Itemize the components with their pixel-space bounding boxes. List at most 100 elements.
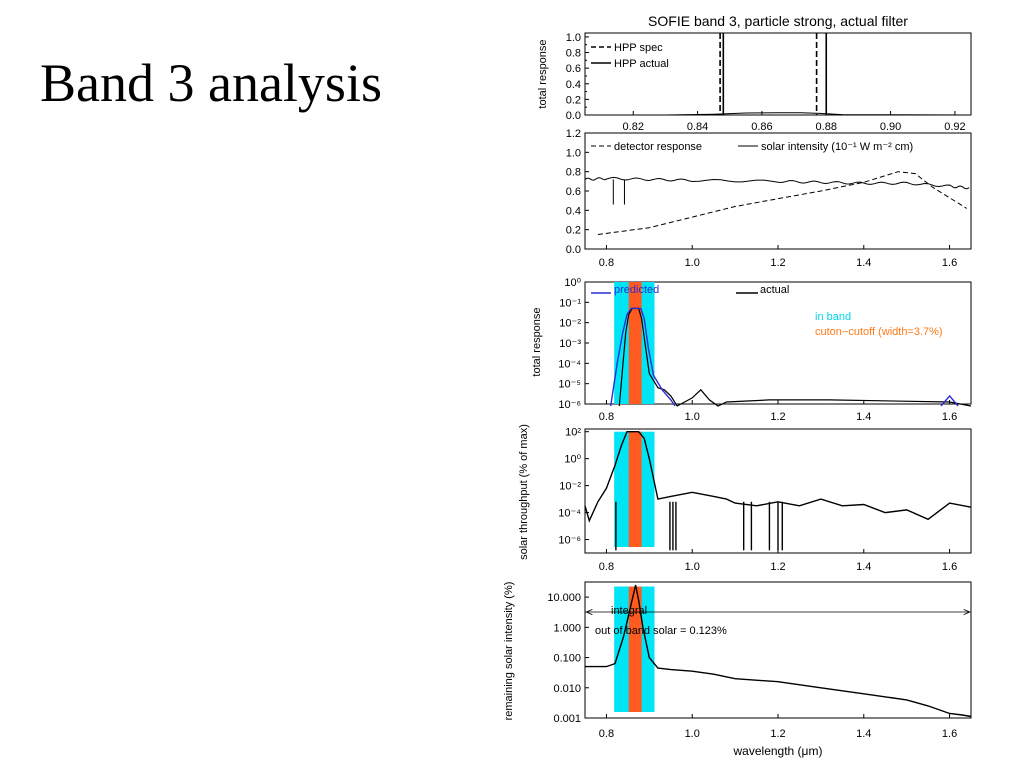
- xtick-label: 0.8: [599, 728, 614, 740]
- legend-detector-response: detector response: [614, 141, 702, 153]
- remaining-solar-line: [585, 584, 972, 718]
- ytick-label: 0.6: [566, 186, 581, 198]
- ytick-label: 10⁻⁴: [558, 508, 581, 520]
- xtick-label: 1.0: [685, 411, 700, 423]
- ytick-label: 0.8: [566, 48, 581, 60]
- annotation-out-of-band: out of band solar = 0.123%: [595, 625, 727, 637]
- integral-left-arrow: <: [586, 605, 593, 619]
- panel-5-xlabel: wavelength (μm): [733, 744, 823, 758]
- xtick-label: 0.86: [751, 121, 772, 133]
- xtick-label: 1.4: [856, 411, 871, 423]
- ytick-label: 10⁻¹: [559, 297, 581, 309]
- panel-1-legend: HPP spec HPP actual: [591, 42, 669, 70]
- ytick-label: 0.010: [553, 683, 581, 695]
- ytick-label: 10⁰: [564, 454, 581, 466]
- ytick-label: 10⁰: [564, 277, 581, 289]
- xtick-label: 1.0: [685, 257, 700, 269]
- xtick-label: 1.4: [856, 728, 871, 740]
- xtick-label: 1.6: [942, 728, 957, 740]
- xtick-label: 1.2: [770, 257, 785, 269]
- ytick-label: 0.100: [553, 653, 581, 665]
- panel-1-frame: [584, 32, 972, 116]
- ytick-label: 0.2: [566, 94, 581, 106]
- ytick-label: 0.4: [566, 205, 581, 217]
- xtick-label: 1.6: [942, 561, 957, 573]
- xtick-label: 0.8: [599, 561, 614, 573]
- legend-hpp-spec: HPP spec: [614, 42, 663, 54]
- ytick-label: 1.0: [566, 32, 581, 44]
- annotation-in-band: in band: [815, 311, 851, 323]
- xtick-label: 0.88: [816, 121, 837, 133]
- panel-3: total response 10⁰10⁻¹10⁻²10⁻³10⁻⁴10⁻⁵10…: [531, 277, 972, 423]
- ytick-label: 0.001: [553, 713, 581, 725]
- hpp-actual-curve: [585, 112, 972, 116]
- ytick-label: 0.6: [566, 63, 581, 75]
- actual-response-line: [618, 307, 972, 407]
- predicted-response-line: [610, 307, 676, 407]
- legend-actual: actual: [760, 284, 789, 296]
- xtick-label: 0.90: [880, 121, 901, 133]
- integral-right-arrow: >: [963, 605, 970, 619]
- ytick-label: 10⁻⁶: [558, 535, 581, 547]
- ytick-label: 10⁻⁶: [558, 399, 581, 411]
- cuton-cutoff-region: [628, 586, 642, 712]
- panel-3-ylabel: total response: [531, 307, 543, 376]
- panel-1-ytick-labels: 0.0 0.2 0.4 0.6 0.8 1.0: [566, 32, 589, 122]
- legend-solar-intensity: solar intensity (10⁻¹ W m⁻² cm): [761, 141, 913, 153]
- solar-intensity-line: [584, 176, 970, 190]
- panel-4-ylabel: solar throughput (% of max): [518, 424, 530, 560]
- ytick-label: 10⁻³: [559, 338, 581, 350]
- panel-1-title: SOFIE band 3, particle strong, actual fi…: [648, 13, 908, 29]
- panel-3-xtick-labels: 0.8 1.0 1.2 1.4 1.6: [599, 400, 957, 423]
- slide-title: Band 3 analysis: [40, 53, 382, 113]
- panel-2: 0.0 0.2 0.4 0.6 0.8 1.0 1.2 0.8 1.0 1.2 1.4 1.6 de…: [566, 128, 972, 269]
- xtick-label: 1.2: [770, 728, 785, 740]
- panel-1-ylabel: total response: [537, 39, 549, 108]
- ytick-label: 10⁻⁵: [558, 379, 581, 391]
- xtick-label: 0.82: [623, 121, 644, 133]
- panel-5-ylabel: remaining solar intensity (%): [503, 582, 515, 721]
- panel-5-ytick-labels: 10.000 1.000 0.100 0.010 0.001: [547, 592, 589, 725]
- panel-3-legend: predicted actual: [591, 284, 789, 296]
- predicted-response-line-right: [940, 394, 959, 407]
- cuton-cutoff-region: [628, 431, 642, 547]
- panel-4-ytick-labels: 10² 10⁰ 10⁻² 10⁻⁴ 10⁻⁶: [558, 427, 589, 547]
- xtick-label: 1.0: [685, 728, 700, 740]
- legend-hpp-actual: HPP actual: [614, 58, 669, 70]
- panel-3-lines: [610, 307, 972, 407]
- panel-1-xtick-labels: 0.82 0.84 0.86 0.88 0.90 0.92: [623, 111, 966, 133]
- detector-response-line: [597, 171, 967, 235]
- panel-2-lines: [584, 171, 970, 235]
- xtick-label: 0.8: [599, 411, 614, 423]
- ytick-label: 1.2: [566, 128, 581, 140]
- panel-2-legend: detector response solar intensity (10⁻¹ …: [591, 141, 913, 153]
- legend-predicted: predicted: [614, 284, 659, 296]
- panel-2-xtick-labels: 0.8 1.0 1.2 1.4 1.6: [599, 245, 957, 269]
- panel-2-ytick-labels: 0.0 0.2 0.4 0.6 0.8 1.0 1.2: [566, 128, 589, 256]
- annotation-integral: integral: [611, 605, 647, 617]
- xtick-label: 1.4: [856, 561, 871, 573]
- ytick-label: 0.8: [566, 167, 581, 179]
- ytick-label: 0.4: [566, 79, 581, 91]
- panel-5-lines: [585, 584, 972, 718]
- solar-throughput-line: [584, 431, 972, 523]
- panel-1: SOFIE band 3, particle strong, actual fi…: [537, 13, 972, 133]
- ytick-label: 10.000: [547, 592, 581, 604]
- xtick-label: 1.2: [770, 561, 785, 573]
- xtick-label: 1.6: [942, 411, 957, 423]
- ytick-label: 10⁻²: [559, 481, 581, 493]
- ytick-label: 1.0: [566, 147, 581, 159]
- panel-4: solar throughput (% of max) 10²10⁰10⁻²10…: [518, 424, 972, 573]
- panel-5: < > integral out of band solar = 0.123% …: [503, 581, 972, 758]
- xtick-label: 0.92: [944, 121, 965, 133]
- xtick-label: 1.6: [942, 257, 957, 269]
- ytick-label: 1.000: [553, 622, 581, 634]
- annotation-cuton-cutoff: cuton−cutoff (width=3.7%): [815, 326, 943, 338]
- panel-4-lines: [584, 431, 972, 551]
- cuton-cutoff-region: [628, 282, 642, 404]
- ytick-label: 10²: [565, 427, 581, 439]
- panel-4-xtick-labels: 0.8 1.0 1.2 1.4 1.6: [599, 549, 957, 573]
- ytick-label: 0.2: [566, 225, 581, 237]
- ytick-label: 0.0: [566, 244, 581, 256]
